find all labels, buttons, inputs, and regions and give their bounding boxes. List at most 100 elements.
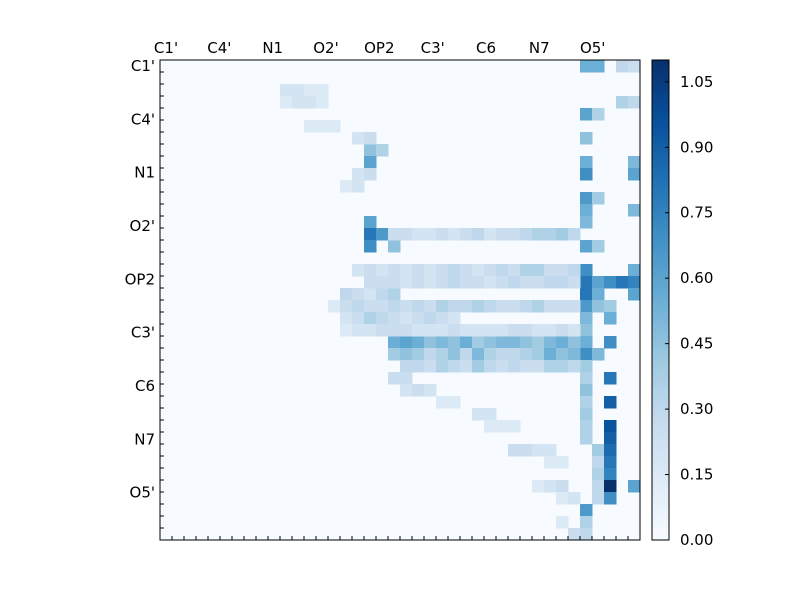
heatmap-cell <box>292 96 305 109</box>
heatmap-cell <box>580 312 593 325</box>
heatmap-cell <box>496 420 509 433</box>
heatmap-cell <box>520 348 533 361</box>
heatmap-cell <box>628 480 641 493</box>
colorbar-slice <box>652 204 669 209</box>
heatmap-cell <box>424 384 437 397</box>
heatmap-cell <box>472 228 485 241</box>
colorbar-slice <box>652 268 669 273</box>
colorbar-slice <box>652 160 669 165</box>
heatmap-cell <box>412 312 425 325</box>
colorbar-slice <box>652 112 669 117</box>
colorbar-slice <box>652 296 669 301</box>
colorbar-slice <box>652 420 669 425</box>
heatmap-cell <box>556 300 569 313</box>
heatmap-cell <box>556 264 569 277</box>
heatmap-cell <box>604 468 617 481</box>
heatmap-cell <box>412 228 425 241</box>
heatmap-cell <box>388 300 401 313</box>
colorbar-slice <box>652 156 669 161</box>
heatmap-cell <box>580 204 593 217</box>
heatmap-cell <box>568 348 581 361</box>
heatmap-cell <box>604 480 617 493</box>
heatmap-cell <box>364 228 377 241</box>
colorbar-slice <box>652 260 669 265</box>
colorbar-slice <box>652 520 669 525</box>
colorbar-frame <box>651 59 670 541</box>
heatmap-cell <box>400 300 413 313</box>
heatmap-cell <box>460 324 473 337</box>
colorbar-slice <box>652 60 669 65</box>
heatmap-cell <box>400 360 413 373</box>
heatmap-cell <box>532 348 545 361</box>
heatmap-cell <box>412 348 425 361</box>
heatmap-cell <box>544 456 557 469</box>
colorbar-slice <box>652 516 669 521</box>
column-labels: C1' C4' N1 O2' OP2 C3' C6 N7 O5' <box>154 39 606 57</box>
column-label: O2' <box>313 39 338 57</box>
colorbar-slice <box>652 264 669 269</box>
heatmap-cell <box>628 156 641 169</box>
heatmap-cell <box>544 444 557 457</box>
heatmap-cell <box>496 336 509 349</box>
heatmap-cell <box>436 336 449 349</box>
colorbar-slice <box>652 284 669 289</box>
heatmap-cell <box>592 192 605 205</box>
heatmap-cell <box>448 396 461 409</box>
heatmap-cell <box>400 348 413 361</box>
colorbar-slice <box>652 412 669 417</box>
heatmap-cell <box>580 168 593 181</box>
colorbar-slice <box>652 432 669 437</box>
heatmap-cell <box>580 300 593 313</box>
colorbar-slice <box>652 220 669 225</box>
heatmap-cell <box>592 276 605 289</box>
colorbar-slice <box>652 388 669 393</box>
heatmap-cell <box>364 168 377 181</box>
colorbar-slice <box>652 136 669 141</box>
heatmap-cell <box>556 228 569 241</box>
heatmap-cell <box>448 324 461 337</box>
heatmap-cell <box>340 288 353 301</box>
heatmap-cell <box>352 288 365 301</box>
heatmap-cell <box>436 360 449 373</box>
heatmap-cell <box>520 444 533 457</box>
heatmap-cell <box>628 264 641 277</box>
heatmap-cell <box>364 216 377 229</box>
heatmap-cell <box>544 324 557 337</box>
heatmap-cell <box>604 396 617 409</box>
heatmap-cell <box>448 276 461 289</box>
heatmap-cell <box>412 360 425 373</box>
colorbar-slice <box>652 408 669 413</box>
heatmap-cell <box>340 180 353 193</box>
heatmap-cell <box>484 228 497 241</box>
heatmap-cell <box>400 324 413 337</box>
colorbar-slice <box>652 392 669 397</box>
heatmap-cell <box>400 228 413 241</box>
heatmap-cell <box>304 120 317 133</box>
colorbar-slice <box>652 180 669 185</box>
heatmap-cell <box>448 300 461 313</box>
heatmap-cell <box>580 336 593 349</box>
heatmap-cell <box>520 228 533 241</box>
column-label: N7 <box>529 39 550 57</box>
heatmap-cell <box>592 492 605 505</box>
heatmap-cell <box>496 360 509 373</box>
heatmap-cell <box>364 132 377 145</box>
colorbar-slice <box>652 340 669 345</box>
colorbar-slice <box>652 124 669 129</box>
colorbar-tick-label: 0.90 <box>680 138 713 156</box>
colorbar-slice <box>652 228 669 233</box>
heatmap-cell <box>484 348 497 361</box>
heatmap-cell <box>568 228 581 241</box>
colorbar-slice <box>652 528 669 533</box>
row-label: C1' <box>131 57 155 75</box>
heatmap-cell <box>580 528 593 541</box>
colorbar-slice <box>652 88 669 93</box>
heatmap-cell <box>556 360 569 373</box>
column-label: C1' <box>154 39 178 57</box>
colorbar-slice <box>652 440 669 445</box>
colorbar-slice <box>652 336 669 341</box>
heatmap-cell <box>364 312 377 325</box>
heatmap-cell <box>304 96 317 109</box>
colorbar-slice <box>652 188 669 193</box>
heatmap-cell <box>448 348 461 361</box>
